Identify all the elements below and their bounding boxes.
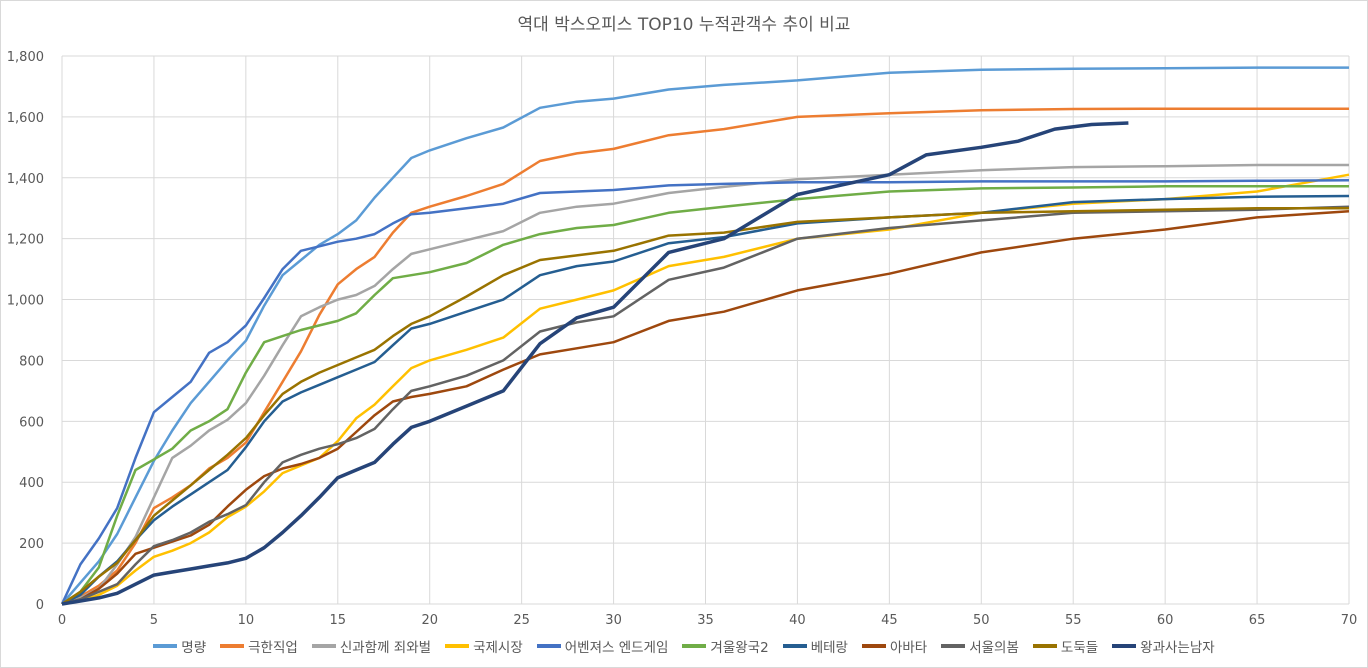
legend-item: 도둑들: [1032, 636, 1099, 656]
legend: 명량 극한직업 신과함께 죄와벌 국제시장 어벤져스 엔드게임 겨울왕국2 베테랑 아바타 서울…: [0, 636, 1368, 656]
y-tick-label: 1,400: [7, 172, 44, 187]
legend-swatch: [311, 644, 336, 648]
series-line-4: [60, 178, 1350, 605]
legend-label: 서울의봄: [969, 640, 1019, 656]
series-line-2: [61, 163, 1349, 606]
y-tick-label: 1,600: [7, 111, 44, 126]
legend-swatch: [1032, 644, 1057, 648]
x-tick-label: 0: [58, 613, 66, 628]
legend-item: 겨울왕국2: [682, 636, 769, 656]
legend-item: 왕과사는남자: [1112, 636, 1215, 656]
legend-swatch: [220, 644, 245, 648]
x-tick-label: 70: [1341, 613, 1358, 628]
legend-label: 극한직업: [248, 640, 298, 656]
legend-label: 베테랑: [810, 640, 848, 656]
x-tick-label: 30: [605, 613, 622, 628]
x-tick-label: 40: [789, 613, 806, 628]
x-tick-label: 25: [513, 613, 530, 628]
chart-title: 역대 박스오피스 TOP10 누적관객수 추이 비교: [517, 15, 851, 35]
legend-item: 아바타: [861, 636, 928, 656]
x-tick-label: 50: [973, 613, 990, 628]
x-tick-label: 65: [1249, 613, 1266, 628]
y-tick-label: 1,000: [7, 294, 44, 309]
x-tick-label: 10: [238, 613, 255, 628]
series-line-8: [61, 205, 1350, 606]
legend-item: 신과함께 죄와벌: [311, 636, 432, 656]
legend-label: 왕과사는남자: [1140, 640, 1215, 656]
y-tick-label: 200: [19, 537, 44, 552]
legend-swatch: [782, 644, 807, 648]
legend-label: 어벤져스 엔드게임: [564, 640, 669, 656]
legend-swatch: [1112, 644, 1137, 648]
y-tick-label: 0: [36, 598, 44, 613]
legend-label: 아바타: [889, 640, 928, 656]
x-tick-label: 60: [1157, 613, 1174, 628]
legend-swatch: [861, 644, 886, 648]
series-line-5: [61, 185, 1349, 606]
legend-item: 명량: [153, 636, 206, 656]
legend-item: 국제시장: [445, 636, 523, 656]
x-tick-label: 35: [697, 613, 714, 628]
legend-label: 겨울왕국2: [710, 640, 769, 656]
x-tick-label: 20: [421, 613, 438, 628]
legend-item: 극한직업: [220, 636, 298, 656]
series-line-0: [61, 66, 1349, 605]
series-line-7: [61, 210, 1350, 606]
legend-item: 어벤져스 엔드게임: [536, 636, 669, 656]
legend-label: 명량: [181, 640, 207, 656]
series-line-1: [61, 107, 1349, 606]
legend-swatch: [153, 644, 178, 648]
legend-swatch: [941, 644, 966, 648]
legend-swatch: [682, 644, 707, 648]
legend-item: 서울의봄: [941, 636, 1019, 656]
x-tick-label: 45: [881, 613, 898, 628]
y-tick-label: 600: [19, 415, 44, 430]
y-tick-label: 800: [19, 354, 44, 369]
x-tick-label: 55: [1065, 613, 1082, 628]
y-tick-label: 1,800: [7, 50, 44, 65]
legend-item: 베테랑: [782, 636, 848, 656]
legend-swatch: [536, 644, 561, 648]
series-line-9: [61, 206, 1349, 606]
x-tick-label: 5: [150, 613, 158, 628]
x-tick-label: 15: [330, 613, 347, 628]
series-line-10: [61, 121, 1129, 606]
legend-label: 신과함께 죄와벌: [339, 640, 432, 656]
y-tick-label: 1,200: [7, 233, 44, 248]
legend-label: 도둑들: [1060, 640, 1099, 656]
y-tick-label: 400: [19, 476, 44, 491]
legend-swatch: [445, 644, 470, 648]
legend-label: 국제시장: [473, 640, 523, 656]
